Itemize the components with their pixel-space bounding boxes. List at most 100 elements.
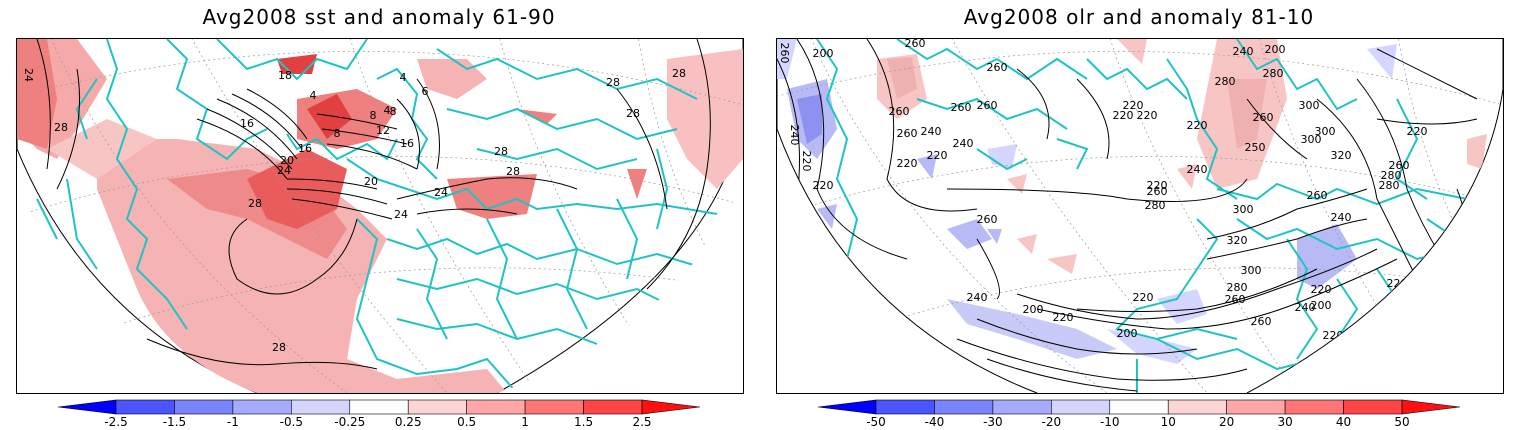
colorbar-tick-label: -0.5: [279, 415, 304, 429]
contour-label: 220: [1403, 349, 1424, 362]
colorbar-tick-label: -40: [924, 415, 945, 429]
contour-label: 200: [1265, 43, 1286, 56]
contour-label: 4: [400, 71, 407, 84]
olr-map: 260 200 240 220 260 260 260 260 260 240 …: [776, 38, 1504, 394]
contour-label: 240: [1233, 45, 1254, 58]
olr-panel: Avg2008 olr and anomaly 81-10: [774, 0, 1504, 430]
contour-label: 260: [1253, 111, 1274, 124]
contour-label: 220: [1147, 179, 1168, 192]
colorbar-bin: [1343, 399, 1403, 415]
contour-label: 24: [394, 208, 408, 221]
sst-map: 24 28 28 28 28 18 6 4 4 8 4 8 8 12 16 16: [16, 38, 744, 394]
colorbar-tick-label: -1: [226, 415, 239, 429]
contour-label: 200: [1117, 327, 1138, 340]
contour-label: 200: [1311, 299, 1332, 312]
colorbar-tick-label: -1.5: [162, 415, 187, 429]
contour-label: 18: [278, 69, 292, 82]
contour-label: 260: [889, 105, 910, 118]
sst-colorbar: -2.5 -1.5 -1 -0.5 -0.25 0.25 0.5 1 1.5 2.5: [14, 396, 744, 430]
contour-label: 320: [1331, 149, 1352, 162]
map-boundary: [1246, 39, 1503, 393]
contour-label: 220: [1137, 109, 1158, 122]
contour-label: 24: [277, 164, 291, 177]
colorbar-tick-label: -50: [866, 415, 886, 429]
contour-label: 200: [1023, 303, 1044, 316]
contour-label: 240: [788, 125, 801, 146]
contour-label: 240: [921, 125, 942, 138]
colorbar-bin: [1284, 399, 1344, 415]
colorbar-bin: [291, 399, 351, 415]
sst-map-canvas: 24 28 28 28 28 18 6 4 4 8 4 8 8 12 16 16: [17, 39, 743, 393]
colorbar-tick-label: 1.5: [574, 415, 594, 429]
colorbar-tick-label: 10: [1160, 415, 1176, 429]
contour-label: 300: [1241, 264, 1262, 277]
contour-label: 220: [1187, 119, 1208, 132]
contour-label: 28: [606, 76, 620, 89]
colorbar-tick-label: 2.5: [632, 415, 652, 429]
colorbar-bin: [524, 399, 584, 415]
contour-label: 280: [1215, 75, 1236, 88]
olr-colorbar: -50 -40 -30 -20 -10 10 20 30 40 50: [774, 396, 1504, 430]
contour-label: 300: [1233, 203, 1254, 216]
contour-label: 300: [1301, 133, 1322, 146]
contour-label: 260: [1147, 185, 1168, 198]
contour-label: 260: [905, 39, 926, 50]
contour-label: 240: [953, 137, 974, 150]
contour-label: 28: [54, 121, 68, 134]
contour-label: 220: [927, 149, 948, 162]
colorbar-bin: [934, 399, 994, 415]
colorbar-bin: [1051, 399, 1111, 415]
contour-label: 16: [298, 142, 312, 155]
contour-labels: 24 28 28 28 28 18 6 4 4 8 4 8 8 12 16 16: [22, 67, 686, 354]
contour-label: 280: [1145, 199, 1166, 212]
olr-title: Avg2008 olr and anomaly 81-10: [963, 5, 1315, 29]
contour-label: 280: [1263, 67, 1284, 80]
contour-label: 220: [1053, 311, 1074, 324]
contour-labels: 260 200 240 220 260 260 260 260 260 240 …: [778, 39, 1470, 362]
colorbar-tick-label: -20: [1041, 415, 1062, 429]
contour-label: 220: [1123, 99, 1144, 112]
contour-label: 28: [272, 341, 286, 354]
contour-label: 28: [506, 165, 520, 178]
contour-label: 28: [626, 107, 640, 120]
olr-map-canvas: 260 200 240 220 260 260 260 260 260 240 …: [777, 39, 1503, 393]
colorbar-bin: [1226, 399, 1286, 415]
contour-label: 220: [1133, 291, 1154, 304]
colorbar-tick-label: 0.5: [457, 415, 477, 429]
colorbar-bin: [1167, 399, 1227, 415]
sst-panel: Avg2008 sst and anomaly 61-90: [14, 0, 744, 430]
colorbar-bin: [992, 399, 1052, 415]
colorbar-arrow-low: [817, 399, 877, 415]
sst-colorbar-scale: [57, 399, 701, 415]
contour-label: 260: [1449, 281, 1470, 294]
contour-label: 280: [1381, 169, 1402, 182]
contour-label: 240: [1331, 211, 1352, 224]
colorbar-arrow-high: [1401, 399, 1461, 415]
colorbar-arrow-high: [641, 399, 701, 415]
sst-title: Avg2008 sst and anomaly 61-90: [202, 5, 556, 29]
contour-label: 260: [778, 43, 791, 64]
contour-label: 8: [390, 105, 397, 118]
contour-label: 300: [1299, 99, 1320, 112]
contour-label: 20: [364, 175, 378, 188]
contours: [777, 39, 1478, 392]
colorbar-tick-label: 30: [1277, 415, 1293, 429]
contour-label: 16: [240, 117, 254, 130]
contour-label: 240: [967, 291, 988, 304]
contour-label: 220: [897, 157, 918, 170]
colorbar-bin: [115, 399, 175, 415]
colorbar-tick-label: -0.25: [334, 415, 366, 429]
colorbar-tick-label: 20: [1219, 415, 1235, 429]
contour-label: 300: [1315, 125, 1336, 138]
contour-label: 260: [987, 61, 1008, 74]
contour-label: 24: [22, 68, 35, 82]
colorbar-bin: [875, 399, 935, 415]
contour-label: 220: [813, 179, 834, 192]
graticule: [17, 39, 743, 393]
colorbar-tick-label: 40: [1335, 415, 1352, 429]
colorbar-bin: [407, 399, 467, 415]
colorbar-bin: [349, 399, 409, 415]
colorbar-arrow-low: [57, 399, 117, 415]
colorbar-tick-label: 50: [1394, 415, 1410, 429]
contour-label: 260: [951, 101, 972, 114]
